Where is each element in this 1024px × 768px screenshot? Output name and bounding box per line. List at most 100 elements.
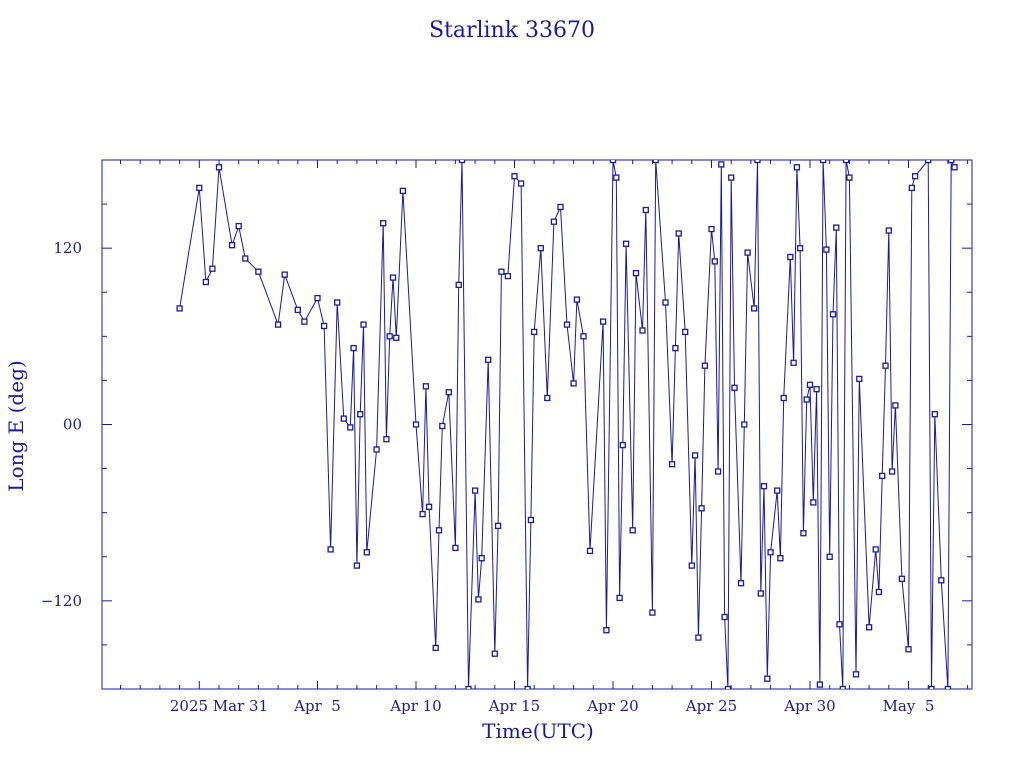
- x-tick-label: Apr 20: [586, 697, 638, 715]
- data-point: [944, 685, 952, 689]
- x-tick-label: Apr 10: [389, 697, 441, 715]
- data-point: [353, 562, 361, 569]
- data-point: [327, 546, 334, 553]
- data-point: [629, 527, 636, 534]
- data-point: [294, 306, 301, 314]
- data-point: [235, 222, 242, 230]
- y-axis-tick-labels: 120 00 −120: [41, 239, 82, 610]
- data-point: [570, 380, 577, 387]
- data-point: [819, 160, 827, 164]
- data-point: [691, 452, 699, 459]
- data-point: [419, 510, 426, 518]
- data-point: [882, 362, 889, 369]
- data-point: [767, 549, 774, 556]
- data-point: [823, 246, 830, 253]
- data-point: [613, 174, 620, 181]
- axis-ticks: [102, 159, 972, 690]
- data-point: [632, 269, 640, 277]
- data-point: [875, 588, 883, 596]
- data-point: [580, 333, 587, 340]
- data-point: [314, 294, 321, 302]
- data-point: [898, 575, 906, 582]
- data-point: [757, 590, 764, 597]
- data-point: [708, 225, 715, 233]
- data-point: [347, 424, 354, 431]
- data-point: [836, 621, 843, 628]
- data-point: [586, 547, 594, 555]
- data-point: [652, 160, 659, 164]
- data-point: [642, 206, 649, 214]
- data-point: [787, 253, 794, 261]
- data-point: [215, 164, 223, 171]
- data-point: [475, 596, 482, 603]
- data-point: [879, 472, 886, 480]
- data-point: [833, 224, 840, 231]
- data-point: [728, 174, 735, 181]
- x-tick-label: 2025 Mar 31: [170, 697, 268, 715]
- y-tick-label: 120: [53, 239, 82, 257]
- x-tick-label: Apr 15: [488, 697, 540, 715]
- data-point: [301, 318, 308, 325]
- data-point: [380, 220, 387, 227]
- data-point: [668, 461, 676, 468]
- data-point: [511, 173, 518, 180]
- data-point: [445, 389, 452, 396]
- data-point: [435, 527, 443, 534]
- data-point: [892, 402, 899, 409]
- data-point: [751, 305, 758, 312]
- data-point: [826, 553, 833, 560]
- data-point: [744, 249, 751, 256]
- data-point: [281, 271, 288, 278]
- data-point: [439, 422, 446, 430]
- data-point: [494, 522, 502, 530]
- data-point: [675, 230, 682, 237]
- y-tick-label: 00: [63, 416, 82, 434]
- data-point: [764, 675, 771, 682]
- data-point: [455, 281, 462, 289]
- data-point: [498, 268, 505, 275]
- data-point: [672, 344, 679, 352]
- data-point: [741, 421, 748, 428]
- x-axis-tick-labels: 2025 Mar 31 Apr 5 Apr 10 Apr 15 Apr 20 Apr 25…: [170, 697, 935, 715]
- data-point: [796, 245, 804, 252]
- data-point: [340, 415, 347, 422]
- data-point: [688, 562, 695, 569]
- data-point: [731, 384, 738, 391]
- data-point: [803, 396, 810, 403]
- data-point: [829, 311, 837, 318]
- data-point: [908, 184, 915, 192]
- data-point: [386, 333, 393, 340]
- data-point: [425, 503, 433, 510]
- data-point: [695, 634, 702, 641]
- data-point: [774, 487, 781, 494]
- data-point: [806, 381, 814, 388]
- data-point: [320, 322, 328, 330]
- data-point: [711, 258, 718, 265]
- data-point: [790, 359, 797, 366]
- data-point: [176, 305, 183, 312]
- data-point: [911, 173, 919, 180]
- data-point: [856, 375, 863, 383]
- data-point: [780, 394, 787, 402]
- data-point: [948, 160, 955, 164]
- data-point: [951, 164, 958, 171]
- data-point: [458, 160, 466, 164]
- data-point: [616, 594, 623, 602]
- data-point: [609, 160, 617, 164]
- data-point: [209, 265, 216, 272]
- data-point: [550, 218, 558, 225]
- data-point: [701, 362, 709, 369]
- data-point: [202, 278, 210, 286]
- data-point: [389, 274, 397, 281]
- data-point: [842, 160, 850, 164]
- data-point: [793, 164, 801, 171]
- data-point: [360, 321, 367, 328]
- data-point: [599, 318, 607, 325]
- data-point: [649, 609, 656, 616]
- data-point: [383, 436, 390, 443]
- data-point: [721, 613, 728, 621]
- data-point: [242, 255, 249, 262]
- data-point: [905, 646, 912, 653]
- data-point: [544, 394, 551, 402]
- data-point: [885, 227, 892, 234]
